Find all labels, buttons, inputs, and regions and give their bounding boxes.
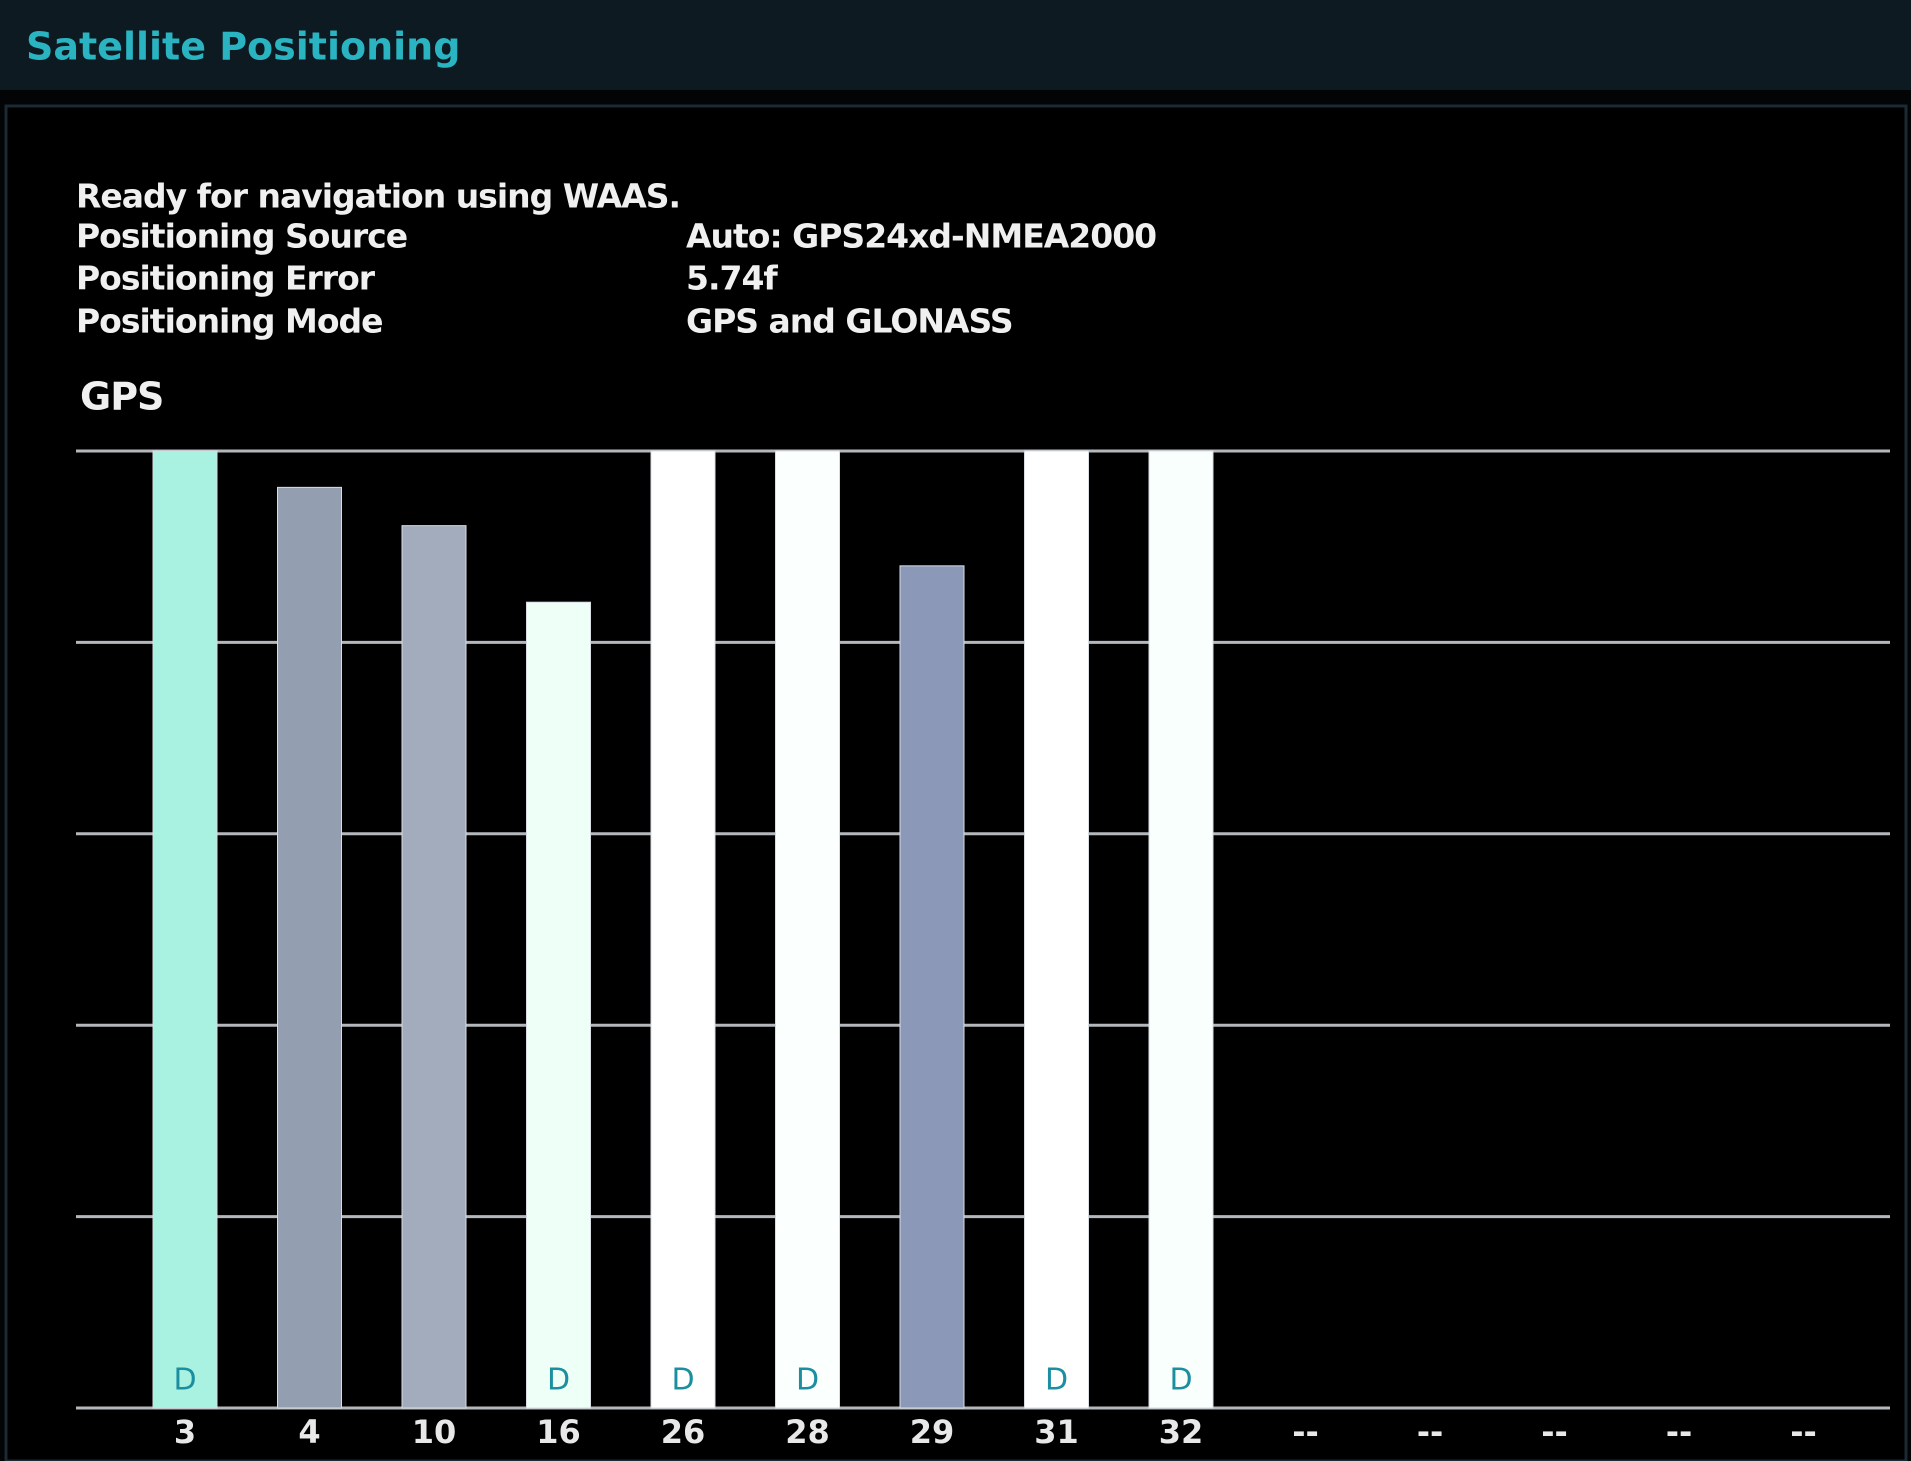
x-tick-label: 3 (174, 1413, 196, 1451)
x-tick-label: 28 (785, 1413, 830, 1451)
bar (775, 450, 840, 1409)
field-label: Positioning Source (76, 217, 407, 256)
bar (899, 565, 965, 1409)
x-tick-label: 16 (536, 1413, 581, 1451)
x-tick-label: -- (1666, 1413, 1693, 1451)
bar (401, 525, 467, 1409)
title-bar (0, 0, 1911, 90)
bar-flag: D (671, 1363, 694, 1398)
bar (1148, 450, 1214, 1409)
bar (152, 450, 218, 1409)
x-tick-label: -- (1417, 1413, 1444, 1451)
x-tick-label: -- (1790, 1413, 1817, 1451)
x-tick-label: 29 (910, 1413, 955, 1451)
x-tick-label: 31 (1034, 1413, 1079, 1451)
screen-title: Satellite Positioning (26, 25, 460, 69)
bar (1024, 450, 1089, 1409)
x-tick-label: 4 (298, 1413, 320, 1451)
bar-flag: D (1045, 1363, 1068, 1398)
bar-flag: D (173, 1363, 196, 1398)
bar-flag: D (1169, 1363, 1192, 1398)
bar (277, 486, 342, 1409)
x-tick-label: 10 (412, 1413, 457, 1451)
field-value: 5.74f (686, 259, 778, 298)
field-value: GPS and GLONASS (686, 302, 1013, 341)
x-tick-label: 32 (1159, 1413, 1204, 1451)
bar (526, 601, 591, 1409)
chart-title: GPS (80, 375, 163, 419)
bar-flag: D (796, 1363, 819, 1398)
x-tick-label: -- (1292, 1413, 1319, 1451)
field-value: Auto: GPS24xd-NMEA2000 (686, 217, 1156, 256)
field-label: Positioning Error (76, 259, 376, 298)
bar-flag: D (547, 1363, 570, 1398)
bar (650, 450, 716, 1409)
x-tick-label: -- (1541, 1413, 1568, 1451)
x-tick-label: 26 (661, 1413, 706, 1451)
status: Ready for navigation using WAAS. (76, 177, 680, 216)
field-label: Positioning Mode (76, 302, 383, 341)
